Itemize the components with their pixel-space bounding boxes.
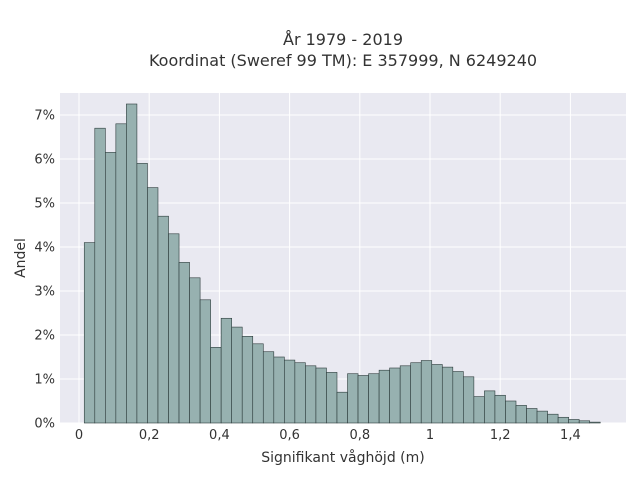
histogram-bar [347, 373, 359, 424]
x-tick-label: 0,4 [209, 428, 230, 443]
histogram-bar [126, 103, 138, 424]
histogram-bar [273, 356, 285, 424]
histogram-bar [420, 360, 433, 424]
histogram-bar [294, 362, 306, 424]
chart-title-line2: Koordinat (Sweref 99 TM): E 357999, N 62… [149, 51, 537, 70]
histogram-bar [494, 394, 506, 424]
histogram-bar [578, 420, 591, 424]
histogram-bar [199, 299, 211, 424]
histogram-bar [410, 362, 422, 424]
y-tick-label: 5% [34, 197, 55, 212]
histogram-bar [557, 416, 569, 424]
histogram-bar [305, 365, 317, 424]
x-tick-label: 0,6 [279, 428, 300, 443]
x-axis-label: Signifikant våghöjd (m) [261, 449, 424, 466]
histogram-bar [336, 391, 348, 424]
histogram-bar [526, 408, 538, 424]
histogram-bar [568, 419, 580, 424]
histogram-bars [83, 103, 601, 424]
histogram-bar [368, 373, 380, 424]
histogram-bar [157, 215, 169, 424]
x-tick-label: 0,8 [349, 428, 370, 443]
y-tick-label: 4% [34, 241, 55, 256]
histogram-bar [115, 123, 127, 424]
y-tick-label: 7% [34, 109, 55, 124]
histogram-bar [399, 365, 411, 424]
histogram-bar [284, 359, 296, 424]
histogram-bar [83, 242, 96, 424]
x-tick-label: 1 [426, 428, 434, 443]
chart-title-line1: År 1979 - 2019 [283, 30, 403, 49]
histogram-bar [315, 367, 327, 424]
histogram-bar [378, 369, 390, 424]
histogram-bar [220, 317, 232, 424]
histogram-bar [357, 375, 369, 424]
histogram-bar [105, 152, 117, 424]
histogram-bar [326, 372, 338, 424]
y-tick-label: 1% [34, 373, 55, 388]
histogram-bar [441, 366, 454, 424]
y-axis-ticks: 0% 1% 2% 3% 4% 5% 6% 7% [34, 109, 55, 432]
histogram-bar [94, 127, 106, 424]
y-tick-label: 0% [34, 417, 55, 432]
y-tick-label: 6% [34, 153, 55, 168]
histogram-bar [484, 390, 496, 424]
histogram-bar [536, 410, 548, 424]
histogram-bar [589, 421, 601, 424]
histogram-bar [547, 413, 559, 424]
x-tick-label: 0,2 [139, 428, 160, 443]
y-tick-label: 2% [34, 329, 55, 344]
x-tick-label: 1,4 [560, 428, 581, 443]
histogram-bar [505, 400, 517, 424]
histogram-bar [452, 371, 464, 424]
x-axis-ticks: 0 0,2 0,4 0,6 0,8 1 1,2 1,4 [75, 428, 581, 443]
histogram-bar [473, 396, 485, 424]
histogram-bar [515, 405, 527, 424]
histogram-bar [252, 343, 264, 424]
histogram-bar [431, 364, 443, 424]
histogram-bar [463, 376, 475, 424]
histogram-bar [262, 351, 275, 424]
histogram-bar [210, 347, 222, 424]
x-tick-label: 1,2 [490, 428, 511, 443]
histogram-bar [189, 277, 201, 424]
y-axis-label: Andel [13, 238, 29, 278]
histogram-bar [241, 336, 254, 424]
histogram-bar [178, 262, 190, 424]
histogram-bar [136, 163, 148, 424]
histogram-bar [389, 367, 401, 424]
histogram-bar [231, 326, 243, 424]
histogram-bar [147, 187, 159, 424]
histogram-bar [168, 233, 180, 424]
y-tick-label: 3% [34, 285, 55, 300]
x-tick-label: 0 [75, 428, 83, 443]
